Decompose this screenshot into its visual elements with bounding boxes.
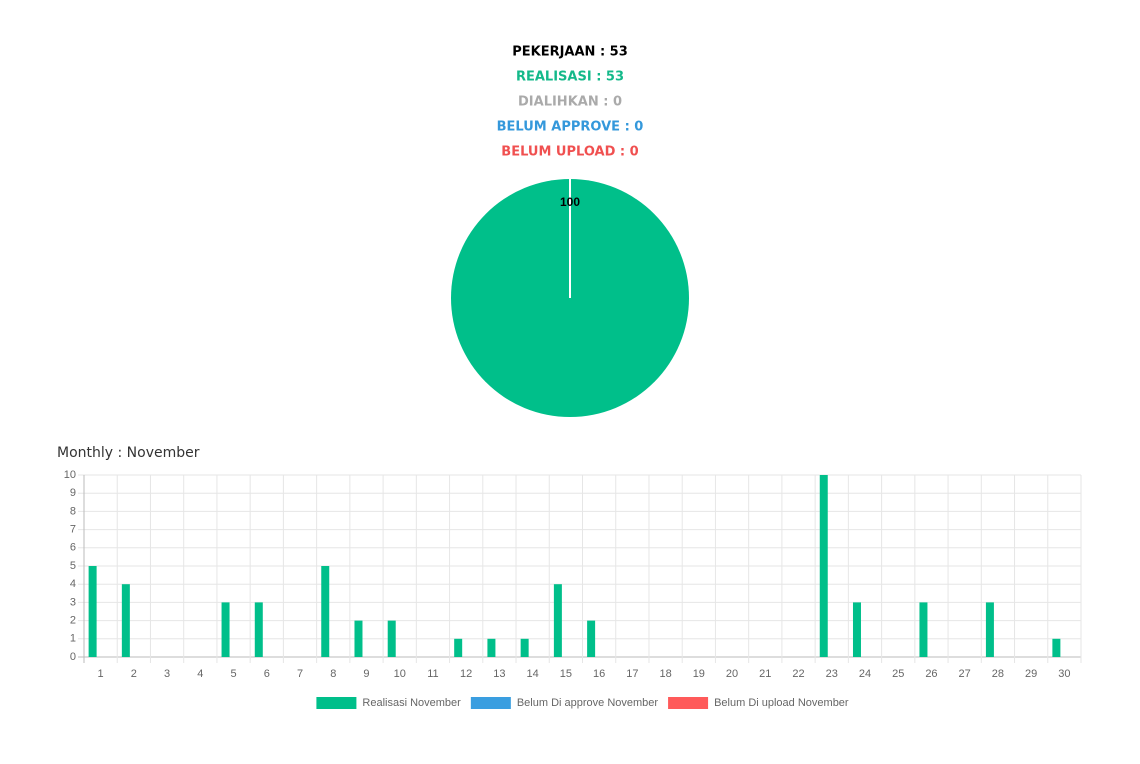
legend-swatch bbox=[316, 697, 357, 709]
bar bbox=[985, 602, 994, 657]
y-tick-label: 6 bbox=[70, 542, 76, 554]
bar bbox=[387, 620, 396, 657]
x-tick-label: 1 bbox=[98, 668, 104, 680]
x-tick-label: 8 bbox=[330, 668, 336, 680]
x-tick-label: 26 bbox=[925, 668, 937, 680]
summary-line: BELUM APPROVE : 0 bbox=[497, 120, 644, 135]
bar bbox=[121, 584, 130, 657]
x-tick-label: 16 bbox=[593, 668, 605, 680]
y-tick-label: 3 bbox=[70, 596, 76, 608]
y-tick-label: 4 bbox=[70, 578, 76, 590]
bar bbox=[321, 566, 330, 657]
x-tick-label: 4 bbox=[197, 668, 203, 680]
x-tick-label: 15 bbox=[560, 668, 572, 680]
x-tick-label: 19 bbox=[693, 668, 705, 680]
x-tick-label: 25 bbox=[892, 668, 904, 680]
bar bbox=[221, 602, 230, 657]
y-tick-label: 9 bbox=[70, 487, 76, 499]
y-tick-label: 2 bbox=[70, 615, 76, 627]
x-tick-label: 5 bbox=[230, 668, 236, 680]
bar bbox=[553, 584, 562, 657]
x-tick-label: 23 bbox=[826, 668, 838, 680]
legend-label: Belum Di upload November bbox=[714, 697, 849, 709]
y-tick-label: 10 bbox=[64, 469, 76, 481]
bar bbox=[520, 638, 529, 657]
bar bbox=[852, 602, 861, 657]
summary-line: REALISASI : 53 bbox=[516, 70, 624, 85]
x-tick-label: 10 bbox=[394, 668, 406, 680]
y-tick-label: 1 bbox=[70, 633, 76, 645]
summary-line: DIALIHKAN : 0 bbox=[518, 95, 622, 110]
bar bbox=[919, 602, 928, 657]
x-tick-label: 28 bbox=[992, 668, 1004, 680]
chart-title: Monthly : November bbox=[57, 445, 200, 461]
y-tick-label: 5 bbox=[70, 560, 76, 572]
bar bbox=[354, 620, 363, 657]
legend-label: Belum Di approve November bbox=[517, 697, 659, 709]
x-tick-label: 13 bbox=[493, 668, 505, 680]
legend-label: Realisasi November bbox=[362, 697, 461, 709]
x-tick-label: 29 bbox=[1025, 668, 1037, 680]
y-tick-label: 0 bbox=[70, 651, 76, 663]
x-tick-label: 2 bbox=[131, 668, 137, 680]
x-tick-label: 30 bbox=[1058, 668, 1070, 680]
legend-swatch bbox=[470, 697, 511, 709]
bar bbox=[487, 638, 496, 657]
x-tick-label: 7 bbox=[297, 668, 303, 680]
summary-line: PEKERJAAN : 53 bbox=[512, 45, 628, 60]
x-tick-label: 12 bbox=[460, 668, 472, 680]
x-tick-label: 14 bbox=[527, 668, 539, 680]
bar bbox=[587, 620, 596, 657]
x-tick-label: 21 bbox=[759, 668, 771, 680]
bar bbox=[88, 566, 97, 657]
x-tick-label: 11 bbox=[427, 668, 438, 680]
x-tick-label: 17 bbox=[626, 668, 638, 680]
bar bbox=[254, 602, 263, 657]
legend-swatch bbox=[668, 697, 709, 709]
x-tick-label: 18 bbox=[659, 668, 671, 680]
bar bbox=[1052, 638, 1061, 657]
x-tick-label: 22 bbox=[792, 668, 804, 680]
x-tick-label: 20 bbox=[726, 668, 738, 680]
x-tick-label: 3 bbox=[164, 668, 170, 680]
data-label: 100 bbox=[560, 195, 580, 209]
y-tick-label: 7 bbox=[70, 524, 76, 536]
bar bbox=[454, 638, 463, 657]
bar bbox=[819, 475, 828, 657]
x-tick-label: 9 bbox=[363, 668, 369, 680]
x-tick-label: 24 bbox=[859, 668, 871, 680]
y-tick-label: 8 bbox=[70, 505, 76, 517]
summary-line: BELUM UPLOAD : 0 bbox=[501, 145, 638, 160]
x-tick-label: 6 bbox=[264, 668, 270, 680]
x-tick-label: 27 bbox=[959, 668, 971, 680]
